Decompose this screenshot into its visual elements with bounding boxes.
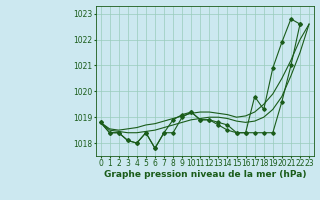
X-axis label: Graphe pression niveau de la mer (hPa): Graphe pression niveau de la mer (hPa) xyxy=(104,170,306,179)
